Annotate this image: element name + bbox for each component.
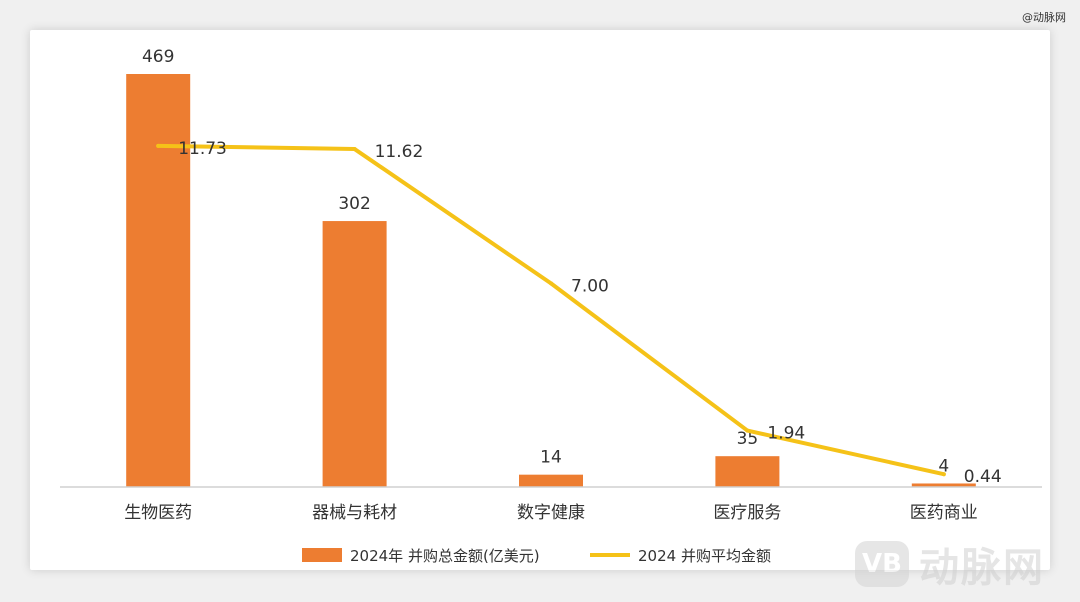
- line-label-1: 11.73: [178, 139, 227, 159]
- brand-watermark: VB 动脉网: [855, 534, 1075, 594]
- line-label-3: 7.00: [571, 276, 609, 296]
- line-label-5: 0.44: [964, 467, 1002, 487]
- x-tick-label-1: 生物医药: [124, 503, 192, 523]
- bar-label-4: 35: [737, 429, 759, 449]
- x-tick-label-3: 数字健康: [517, 503, 585, 523]
- bar-label-3: 14: [540, 448, 562, 468]
- legend-swatch-bar: [302, 548, 342, 562]
- bar-label-1: 469: [142, 47, 174, 67]
- line-label-4: 1.94: [767, 424, 805, 444]
- chart-card: 469 302 14 35 4 生物医药 器械与耗材 数字健康 医疗服务 医药商业 11.73 11.…: [30, 30, 1050, 570]
- bar-label-2: 302: [338, 194, 370, 214]
- bar-5: [911, 483, 976, 487]
- bar-label-5: 4: [938, 456, 949, 476]
- line-point-2: [352, 147, 357, 152]
- bar-2: [322, 221, 387, 488]
- brand-logo-icon: VB: [855, 541, 909, 587]
- bar-1: [126, 74, 191, 487]
- line-series-average: [156, 143, 946, 477]
- line-point-3: [549, 281, 553, 286]
- line-label-2: 11.62: [375, 142, 424, 162]
- line-point-5: [941, 472, 946, 477]
- legend-label-line: 2024 并购平均金额: [638, 547, 771, 565]
- line-point-1: [156, 143, 161, 148]
- x-tick-label-5: 医药商业: [910, 503, 978, 523]
- brand-name: 动脉网: [919, 545, 1045, 591]
- bar-4: [715, 456, 780, 487]
- combo-chart: 469 302 14 35 4 生物医药 器械与耗材 数字健康 医疗服务 医药商业 11.73 11.…: [60, 47, 1042, 565]
- bar-3: [519, 474, 583, 487]
- legend-label-bar: 2024年 并购总金额(亿美元): [350, 547, 540, 565]
- x-tick-label-4: 医疗服务: [713, 503, 781, 523]
- watermark-text: @动脉网: [1022, 11, 1066, 24]
- x-tick-label-2: 器械与耗材: [312, 503, 397, 523]
- line-point-4: [745, 428, 750, 433]
